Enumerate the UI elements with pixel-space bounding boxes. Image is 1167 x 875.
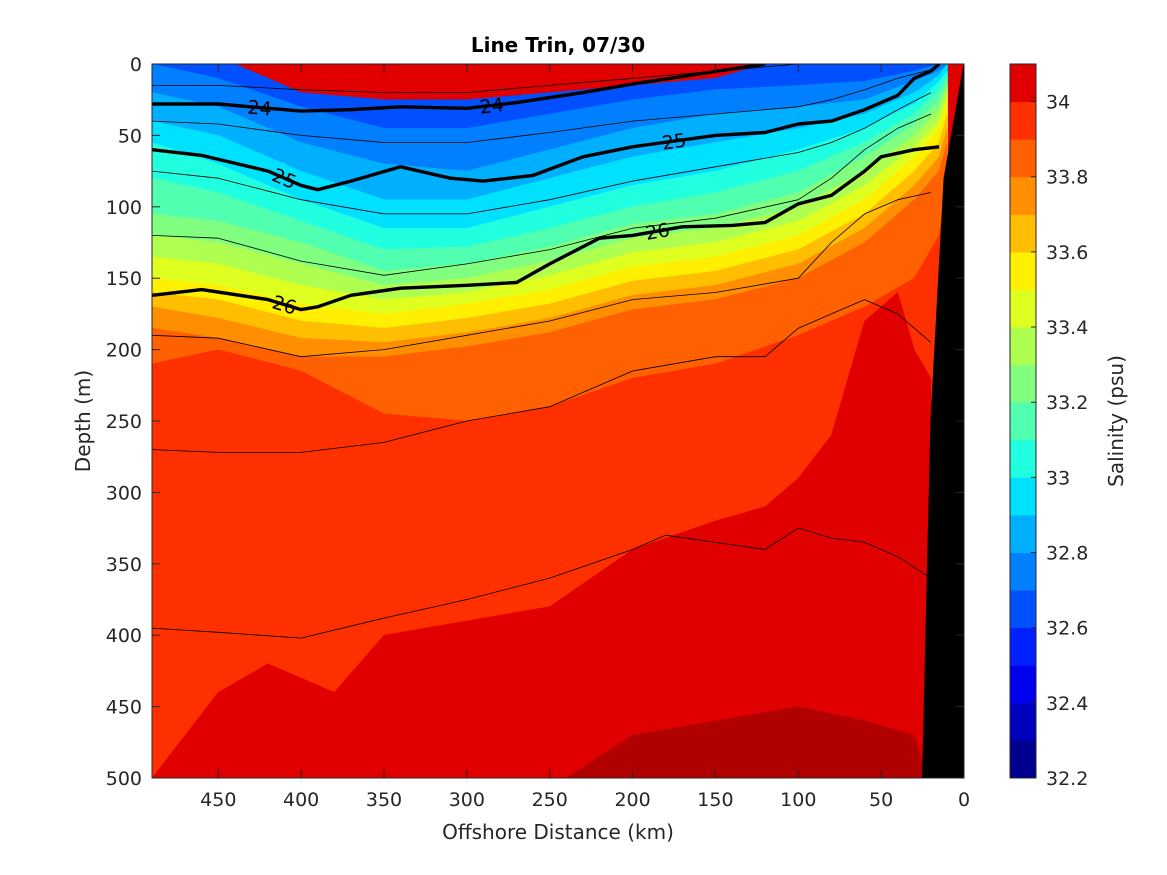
colorbar [1009,63,1037,779]
y-tick-label: 100 [106,197,142,219]
x-tick-label: 0 [958,789,970,811]
y-tick-label: 150 [106,268,142,290]
density-contour-lines [152,64,948,639]
y-tick-label: 400 [106,625,142,647]
colorbar-swatch [1010,552,1036,591]
x-tick-label: 200 [614,789,650,811]
colorbar-swatch [1010,139,1036,178]
salinity-fill-layer [152,292,932,778]
density-contour-line-labeled [152,145,940,312]
colorbar-swatch [1010,514,1036,554]
colorbar-swatch [1010,214,1036,253]
colorbar-swatch [1010,364,1036,403]
x-tick-label: 100 [780,789,816,811]
salinity-fill-layers [152,64,964,778]
colorbar-frame [1009,63,1037,779]
y-axis-title: Depth (m) [71,370,95,472]
colorbar-swatch [1010,289,1036,328]
x-axis-ticks: 450 400 350 300 250 200 150 100 50 0 [200,64,970,811]
density-contour-line [152,192,931,358]
y-tick-label: 200 [106,340,142,362]
colorbar-tick-label: 33.8 [1046,167,1088,189]
colorbar-swatch [1010,176,1036,215]
density-contour-line [152,527,932,639]
colorbar-tick-label: 32.8 [1046,543,1088,565]
y-axis-ticks: 0 50 100 150 200 250 300 350 400 450 500 [106,54,964,790]
contour-label: 24 [247,97,273,121]
colorbar-swatch [1010,627,1036,666]
y-tick-label: 0 [130,54,142,76]
y-tick-label: 250 [106,411,142,433]
y-tick-label: 450 [106,697,142,719]
x-tick-label: 450 [200,789,236,811]
x-tick-label: 400 [283,789,319,811]
colorbar-tick-label: 33.4 [1046,317,1088,339]
colorbar-tick-label: 33.6 [1046,242,1088,264]
colorbar-tick-label: 32.2 [1046,768,1088,790]
y-tick-label: 50 [118,125,142,147]
x-axis-title: Offshore Distance (km) [442,820,674,844]
colorbar-tick-label: 34 [1046,92,1070,114]
colorbar-swatch [1010,702,1036,741]
contour-label: 25 [661,130,688,155]
colorbar-tick-label: 33 [1046,467,1070,489]
x-tick-label: 350 [366,789,402,811]
colorbar-swatch [1010,477,1036,516]
colorbar-swatch [1010,590,1036,629]
colorbar-ticks: 32.2 32.4 32.6 32.8 33 33.2 33.4 33.6 33.8 34 [1031,92,1088,790]
y-tick-label: 300 [106,482,142,504]
plot-area [152,64,964,778]
contour-label: 24 [479,94,506,119]
colorbar-tick-label: 32.6 [1046,618,1088,640]
chart-title: Line Trin, 07/30 [471,33,645,57]
colorbar-swatch [1010,740,1036,779]
x-tick-label: 150 [697,789,733,811]
density-contour-line [152,113,932,276]
y-tick-label: 500 [106,768,142,790]
colorbar-swatch [1010,665,1036,704]
colorbar-tick-label: 32.4 [1046,693,1088,715]
y-tick-label: 350 [106,554,142,576]
colorbar-swatch [1010,439,1036,478]
colorbar-swatch [1010,64,1036,103]
x-tick-label: 250 [532,789,568,811]
density-contour-line-labeled [152,64,766,113]
x-tick-label: 50 [869,789,893,811]
density-contour-line [152,69,932,143]
bathymetry-mask [922,64,964,778]
density-contour-line-labeled [152,64,941,192]
colorbar-tick-label: 33.2 [1046,392,1088,414]
x-tick-label: 300 [449,789,485,811]
density-contour-line [152,92,932,215]
colorbar-swatch [1010,327,1036,366]
density-contour-line [152,299,932,453]
colorbar-swatch [1010,251,1036,290]
colorbar-swatch [1010,101,1036,140]
colorbar-title: Salinity (psu) [1104,355,1128,487]
contour-label: 26 [644,219,672,245]
bathymetry-group [922,64,964,778]
colorbar-swatch [1010,402,1036,441]
